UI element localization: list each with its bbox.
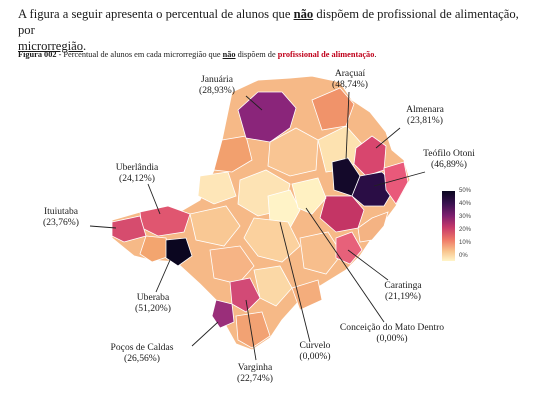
region-center-west [189, 205, 241, 247]
region-triangulo-south [139, 235, 171, 263]
region-curvelo [267, 189, 301, 229]
region-east-low [357, 211, 389, 243]
region-ituiutaba [111, 215, 147, 243]
label-uberaba: Uberaba (51,20%) [135, 292, 171, 314]
legend-tick: 30% [459, 214, 472, 220]
figure-caption: Figura 002 - Percentual de alunos em cad… [18, 50, 377, 59]
legend-tick: 10% [459, 240, 472, 246]
region-far-south [235, 311, 271, 349]
intro-text: A figura a seguir apresenta o percentual… [18, 7, 519, 53]
label-januaria: Januária (28,93%) [199, 74, 235, 96]
label-caratinga: Caratinga (21,19%) [384, 280, 422, 302]
region-conceicao [291, 177, 327, 215]
label-teofilo-otoni: Teófilo Otoni (46,89%) [423, 148, 475, 170]
label-varginha: Varginha (22,74%) [237, 362, 273, 384]
region-south-center [209, 245, 255, 285]
label-pocos-de-caldas: Poços de Caldas (26,56%) [110, 342, 174, 364]
region-uberaba [165, 237, 193, 267]
region-pocos-de-caldas [211, 299, 235, 329]
legend-gradient-bar [442, 191, 455, 261]
region-metropolitana [243, 217, 301, 263]
region-north-east [311, 87, 355, 131]
label-uberlandia: Uberlândia (24,12%) [115, 162, 159, 184]
legend-tick: 20% [459, 227, 472, 233]
label-aracuai: Araçuaí (48,74%) [332, 68, 368, 90]
label-curvelo: Curvelo (0,00%) [299, 340, 331, 362]
label-ituiutaba: Ituiutaba (23,76%) [43, 206, 79, 228]
region-west-light [197, 171, 237, 205]
region-varginha [229, 277, 261, 313]
label-conceicao-do-mato-dentro: Conceição do Mato Dentro (0,00%) [339, 322, 445, 344]
leader-lines [89, 91, 426, 361]
region-south-east [291, 279, 323, 311]
region-januaria [237, 91, 297, 143]
region-south-light [253, 265, 293, 307]
legend-tick: 50% [459, 188, 472, 194]
region-montes-claros [267, 127, 319, 177]
region-north-west [213, 135, 253, 173]
label-almenara: Almenara (23,81%) [406, 104, 444, 126]
region-east-pink [383, 161, 409, 205]
legend-tick: 0% [459, 253, 468, 259]
legend-tick: 40% [459, 201, 472, 207]
